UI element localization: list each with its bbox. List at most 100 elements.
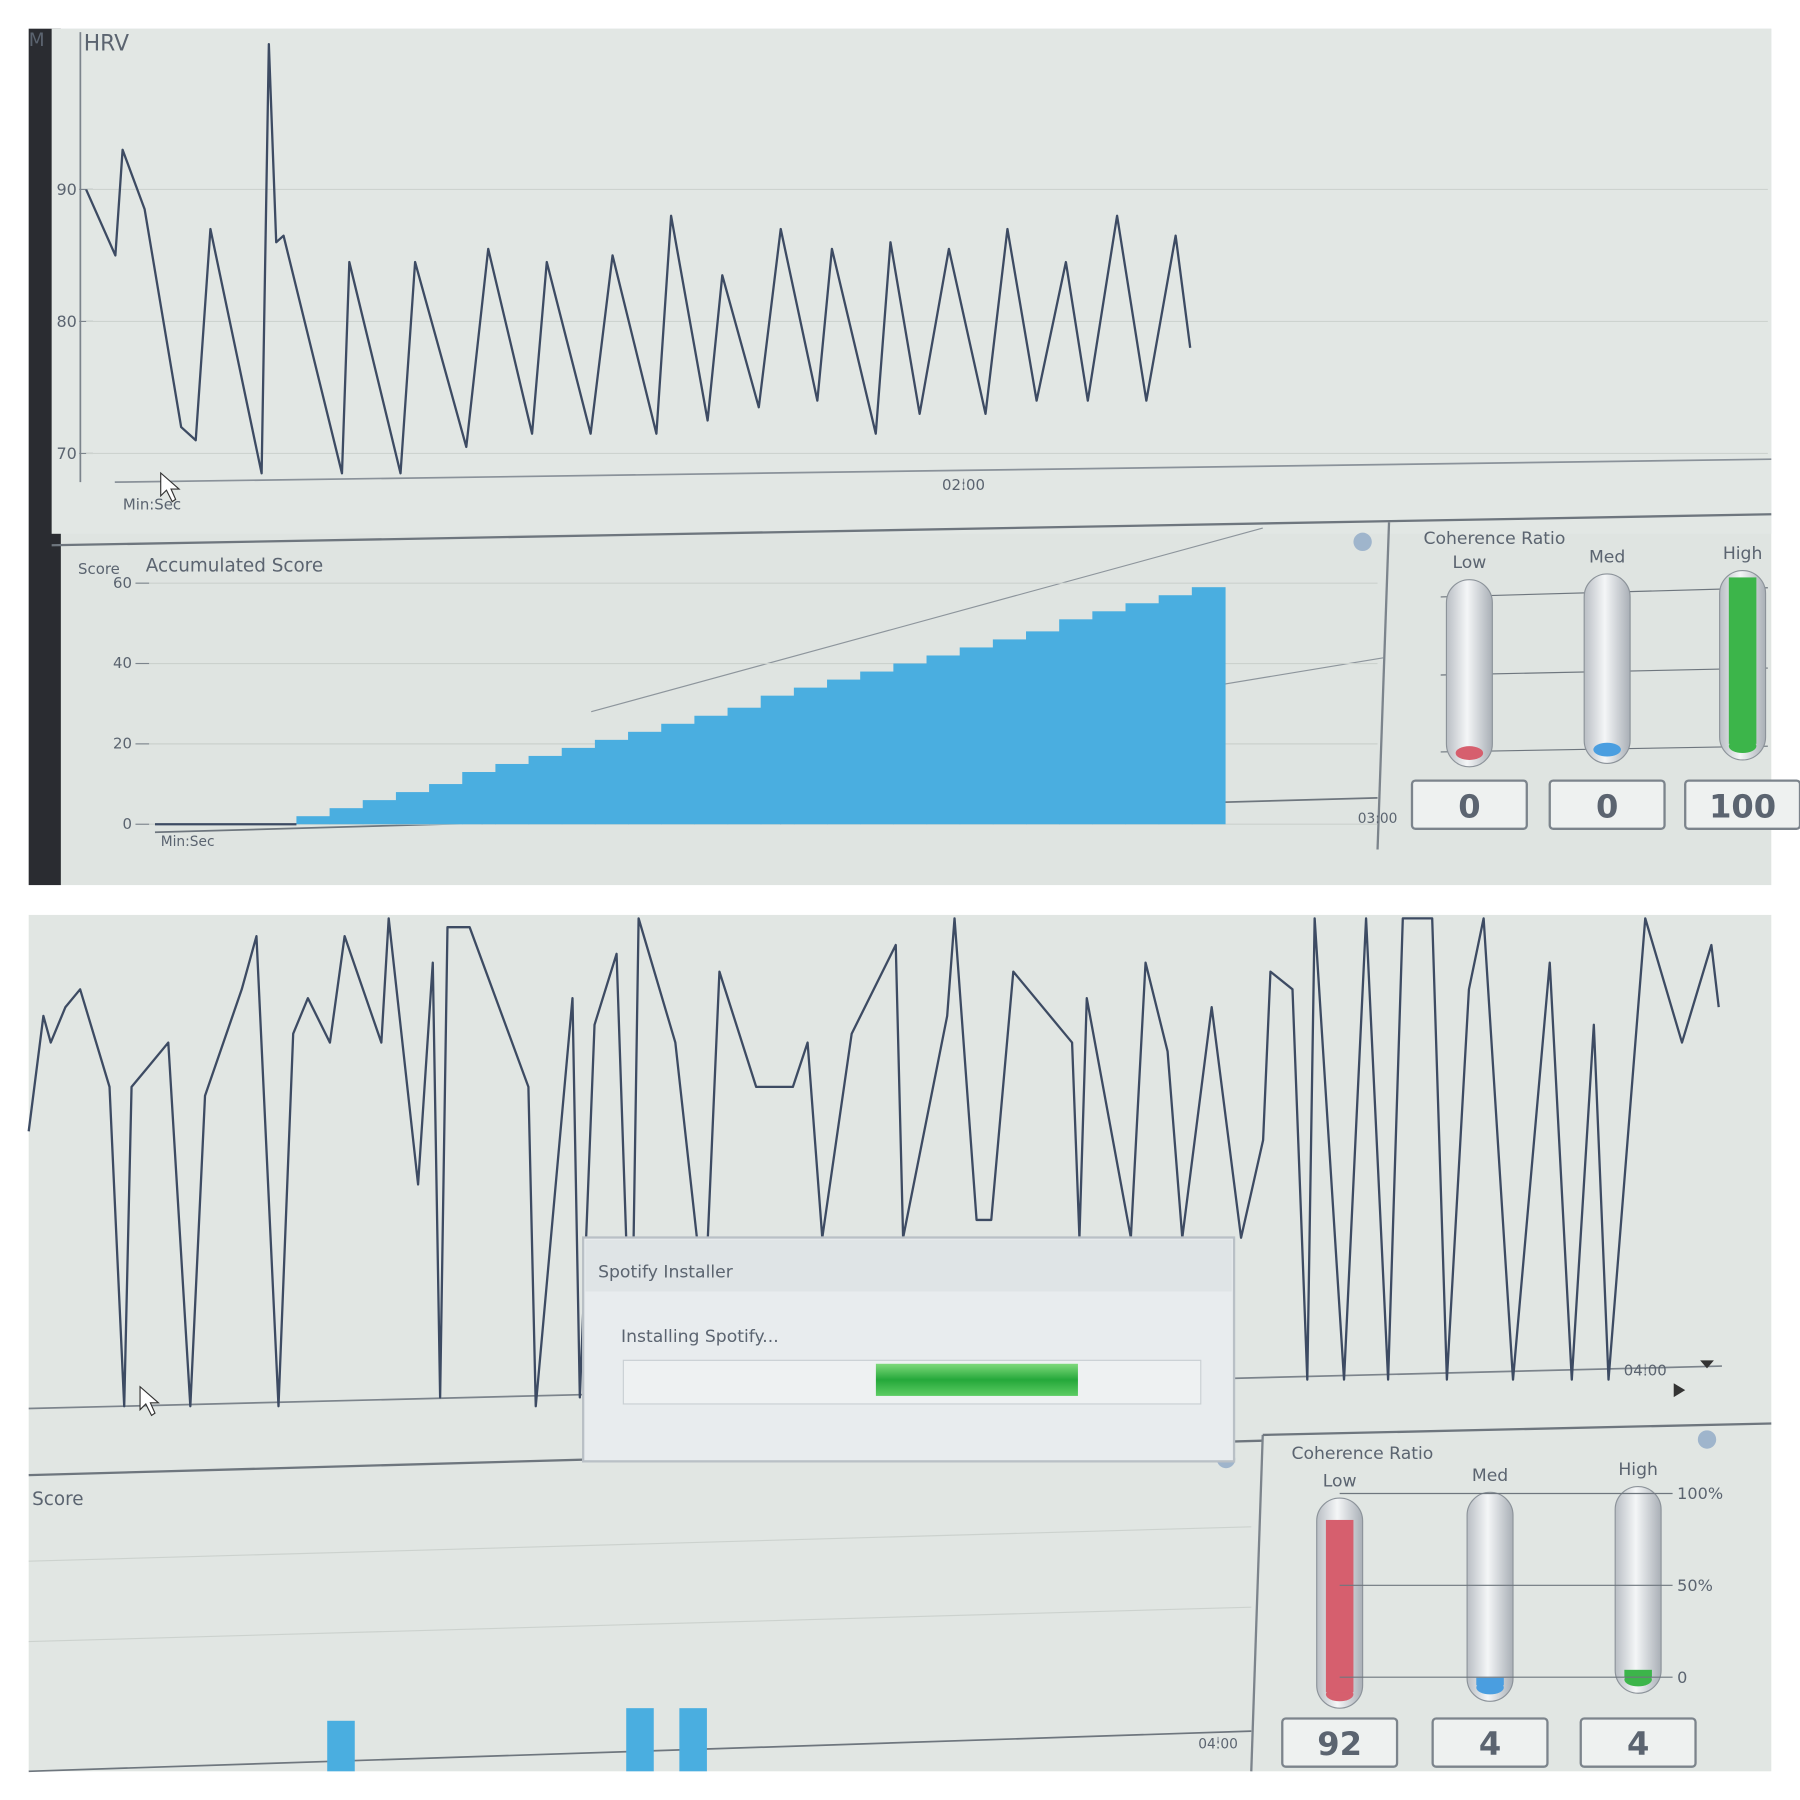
tube — [1614, 1486, 1662, 1694]
tube-label: High — [1618, 1460, 1658, 1480]
value-box — [1410, 779, 1528, 830]
value-text: 92 — [1317, 1725, 1362, 1763]
score-step — [628, 731, 662, 825]
score-step — [1059, 619, 1093, 825]
scale-label: 0 — [1677, 1668, 1687, 1687]
score-step — [959, 647, 994, 825]
scroll-arrow[interactable] — [1700, 1360, 1714, 1369]
y-axis-label: M — [29, 30, 45, 51]
score-step — [1125, 603, 1160, 825]
score-step — [362, 800, 397, 825]
score-bar — [327, 1720, 355, 1772]
score-step — [661, 723, 695, 825]
tube-fill — [1476, 1677, 1504, 1686]
score-step — [296, 816, 331, 825]
score-step — [1026, 631, 1060, 825]
y-tick-label: 90 — [56, 180, 76, 199]
panel-button[interactable] — [1353, 532, 1372, 552]
tube-label: High — [1723, 544, 1763, 564]
score-step — [893, 663, 928, 825]
trend-line — [591, 527, 1263, 713]
value-text: 0 — [1596, 787, 1618, 825]
panel-divider — [1376, 522, 1391, 850]
tube-label: Low — [1323, 1472, 1357, 1492]
tube-label: Low — [1452, 553, 1486, 573]
score-step — [561, 747, 596, 825]
tube-label: Med — [1589, 548, 1625, 568]
tube — [1466, 1491, 1514, 1702]
dialog-message: Installing Spotify... — [621, 1327, 779, 1347]
scale-label: 100% — [1677, 1484, 1723, 1503]
score-step — [860, 671, 894, 825]
chart-title: Accumulated Score — [146, 556, 323, 577]
tube — [1583, 573, 1631, 764]
score-step — [727, 707, 762, 825]
value-box — [1684, 779, 1800, 830]
guide-line — [28, 1606, 1252, 1643]
score-step — [462, 772, 496, 825]
chart-title: HRV — [84, 32, 129, 57]
score-step — [429, 784, 463, 825]
y-tick-label: 80 — [56, 312, 76, 331]
score-step — [395, 792, 430, 825]
dialog-title: Spotify Installer — [598, 1263, 734, 1283]
score-step — [760, 695, 795, 825]
tube-bulb — [1455, 746, 1484, 760]
x-axis — [114, 458, 1772, 484]
score-bar — [679, 1708, 707, 1772]
x-tick-label: 04:00 — [1198, 1736, 1238, 1752]
score-step — [827, 679, 861, 825]
panel-divider — [1250, 1434, 1264, 1772]
value-box — [1431, 1717, 1549, 1768]
score-step — [528, 755, 563, 825]
panel-divider — [51, 513, 1772, 547]
y-tick-label: 0 — [123, 815, 132, 833]
value-text: 0 — [1458, 787, 1480, 825]
score-step — [1158, 595, 1193, 825]
y-tick-label: 60 — [113, 574, 132, 592]
value-text: 100 — [1709, 787, 1776, 825]
scroll-arrow[interactable] — [1673, 1383, 1686, 1398]
tube-fill — [1624, 1669, 1652, 1678]
score-step — [793, 687, 828, 825]
hrv-trace-layer — [27, 43, 1720, 1408]
value-text: 4 — [1627, 1725, 1649, 1763]
cursor — [160, 471, 181, 503]
x-tick-label: 02:00 — [942, 476, 985, 494]
tube-fill — [1728, 577, 1757, 744]
score-step — [694, 715, 729, 825]
panel-button[interactable] — [1697, 1430, 1717, 1449]
value-text: 4 — [1479, 1725, 1501, 1763]
tube — [1445, 579, 1493, 768]
value-box — [1281, 1717, 1399, 1768]
screen-1: M HRV Min:Sec Accumulated Score Score Mi… — [28, 28, 1800, 886]
x-axis-label: Min:Sec — [161, 834, 215, 850]
progress-fill — [875, 1363, 1078, 1396]
tube-label: Med — [1472, 1466, 1508, 1486]
y-tick-label: 40 — [113, 654, 132, 672]
score-step — [594, 739, 629, 825]
score-bar — [626, 1708, 654, 1772]
x-axis-label: Min:Sec — [123, 496, 181, 514]
y-axis-label: Score — [32, 1489, 83, 1510]
tube-fill — [1325, 1519, 1354, 1693]
y-tick-label: 20 — [113, 734, 132, 752]
x-tick-label: 03:00 — [1358, 811, 1398, 827]
score-step — [495, 763, 530, 825]
score-step — [926, 655, 961, 825]
x-tick-label: 04:00 — [1624, 1361, 1667, 1379]
score-step — [329, 808, 364, 825]
cursor — [139, 1385, 160, 1417]
panel-title: Coherence Ratio — [1291, 1444, 1433, 1464]
guide-line — [28, 1526, 1252, 1562]
y-axis-label: Score — [78, 560, 120, 578]
hrv-panel — [51, 28, 1772, 534]
hrv-line — [85, 43, 1192, 475]
value-box — [1579, 1717, 1697, 1768]
panel-divider — [1262, 1422, 1772, 1437]
tube-bulb — [1593, 742, 1621, 757]
installer-dialog: Spotify Installer Installing Spotify... — [582, 1236, 1236, 1463]
score-step — [1092, 611, 1127, 825]
